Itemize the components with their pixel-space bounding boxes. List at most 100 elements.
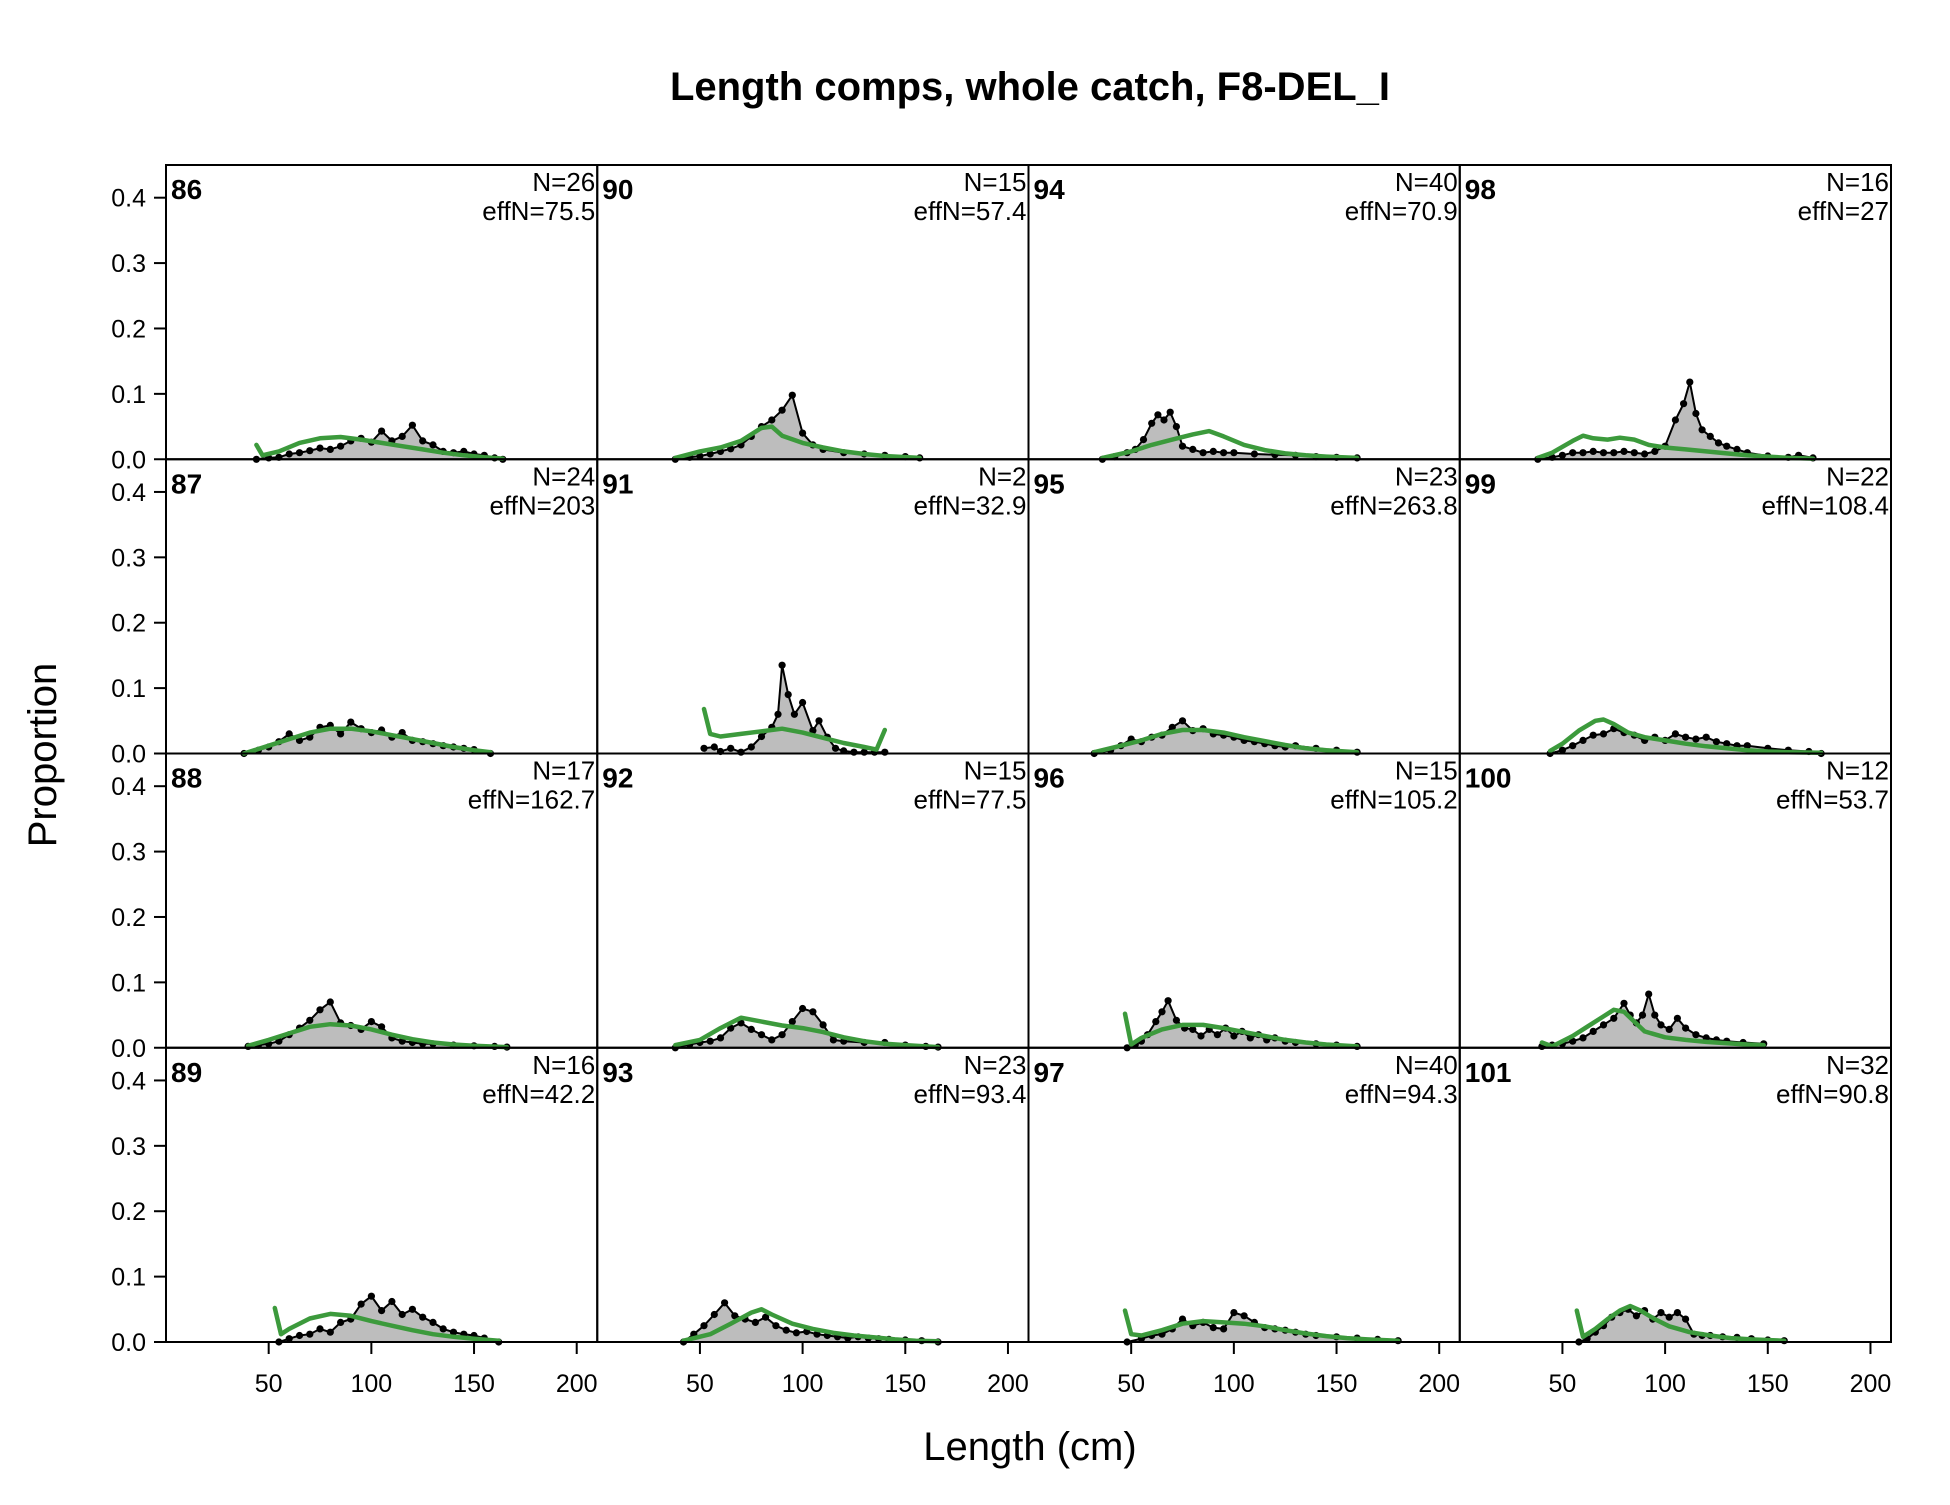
panel-n-text: N=12 — [1826, 756, 1889, 786]
observed-point — [1230, 1309, 1238, 1317]
observed-point — [398, 432, 406, 440]
observed-point — [1250, 450, 1258, 458]
observed-point — [788, 391, 796, 399]
observed-point — [1579, 449, 1587, 457]
panel-border — [1458, 1046, 1892, 1343]
expected-line — [1574, 1303, 1787, 1343]
y-tick-label: 0.0 — [111, 1329, 146, 1357]
observed-point — [1558, 746, 1566, 754]
observed-point — [813, 1330, 821, 1338]
panel-n-text: N=15 — [964, 756, 1027, 786]
observed-point — [1733, 445, 1741, 453]
observed-point — [788, 1018, 796, 1026]
observed-point — [316, 1325, 324, 1333]
observed-point — [1686, 378, 1694, 386]
panel-label: 98 — [1465, 174, 1496, 205]
panel-label: 92 — [602, 763, 633, 794]
expected-line — [673, 1015, 941, 1050]
observed-point — [710, 1310, 718, 1319]
observed-area — [704, 665, 885, 754]
observed-point — [815, 717, 823, 725]
panel-label: 89 — [171, 1057, 202, 1088]
observed-point — [829, 1036, 838, 1044]
observed-point — [398, 1310, 406, 1319]
observed-point — [316, 1006, 324, 1014]
y-tick-label: 0.4 — [111, 479, 146, 507]
panel-label: 97 — [1034, 1057, 1065, 1088]
observed-point — [1579, 736, 1587, 745]
observed-point — [1199, 449, 1207, 457]
observed-point — [1579, 1034, 1587, 1042]
observed-point — [357, 1300, 365, 1308]
observed-point — [1197, 1032, 1205, 1040]
observed-point — [1209, 1324, 1217, 1332]
expected-line — [1100, 428, 1360, 461]
observed-point — [727, 744, 735, 752]
panel-effn-text: effN=90.8 — [1776, 1079, 1889, 1109]
observed-point — [1569, 742, 1577, 750]
observed-point — [439, 1325, 447, 1333]
observed-point — [1702, 733, 1710, 741]
observed-point — [1743, 742, 1751, 750]
y-tick-label: 0.0 — [111, 1035, 146, 1063]
observed-point — [306, 447, 314, 455]
x-tick-label: 150 — [1316, 1370, 1358, 1398]
observed-point — [1164, 997, 1172, 1005]
observed-point — [285, 1335, 293, 1343]
observed-point — [1620, 999, 1628, 1007]
y-tick-label: 0.3 — [111, 839, 146, 867]
observed-point — [408, 1305, 416, 1313]
x-tick-label: 150 — [453, 1370, 495, 1398]
observed-point — [799, 1004, 807, 1013]
observed-point — [1158, 1008, 1166, 1016]
observed-point — [747, 1025, 755, 1033]
observed-point — [768, 416, 776, 424]
y-tick-label: 0.3 — [111, 250, 146, 278]
observed-point — [1172, 1016, 1180, 1024]
observed-point — [1698, 426, 1706, 434]
observed-point — [326, 1328, 334, 1336]
observed-point — [792, 1329, 801, 1337]
observed-point — [1641, 450, 1649, 458]
observed-point — [1645, 990, 1653, 998]
observed-line — [703, 664, 885, 754]
observed-point — [731, 1312, 739, 1320]
observed-point — [1620, 447, 1628, 455]
observed-point — [449, 1328, 458, 1336]
observed-point — [1160, 416, 1168, 424]
observed-point — [1152, 1018, 1160, 1026]
observed-point — [408, 421, 416, 429]
y-tick-label: 0.0 — [111, 446, 146, 474]
expected-line — [1122, 1308, 1401, 1343]
observed-point — [337, 1318, 345, 1326]
observed-point — [1671, 730, 1679, 738]
observed-point — [1569, 449, 1577, 457]
observed-point — [1189, 1025, 1197, 1033]
observed-point — [1651, 1011, 1659, 1019]
observed-point — [768, 1036, 776, 1044]
observed-point — [1168, 723, 1176, 731]
observed-point — [398, 729, 406, 737]
observed-point — [1178, 717, 1187, 725]
x-tick-label: 100 — [1644, 1370, 1686, 1398]
y-tick-label: 0.1 — [111, 969, 146, 997]
panel-n-text: N=16 — [532, 1050, 595, 1080]
panel-effn-text: effN=105.2 — [1330, 785, 1457, 815]
observed-point — [1680, 400, 1688, 408]
y-tick-label: 0.3 — [111, 544, 146, 572]
observed-point — [850, 748, 858, 756]
observed-point — [881, 748, 889, 756]
observed-point — [1723, 740, 1731, 748]
panel-label: 101 — [1465, 1057, 1512, 1088]
observed-point — [747, 743, 755, 751]
expected-line — [1091, 727, 1360, 755]
observed-point — [1220, 449, 1228, 457]
panel-effn-text: effN=32.9 — [913, 490, 1026, 520]
